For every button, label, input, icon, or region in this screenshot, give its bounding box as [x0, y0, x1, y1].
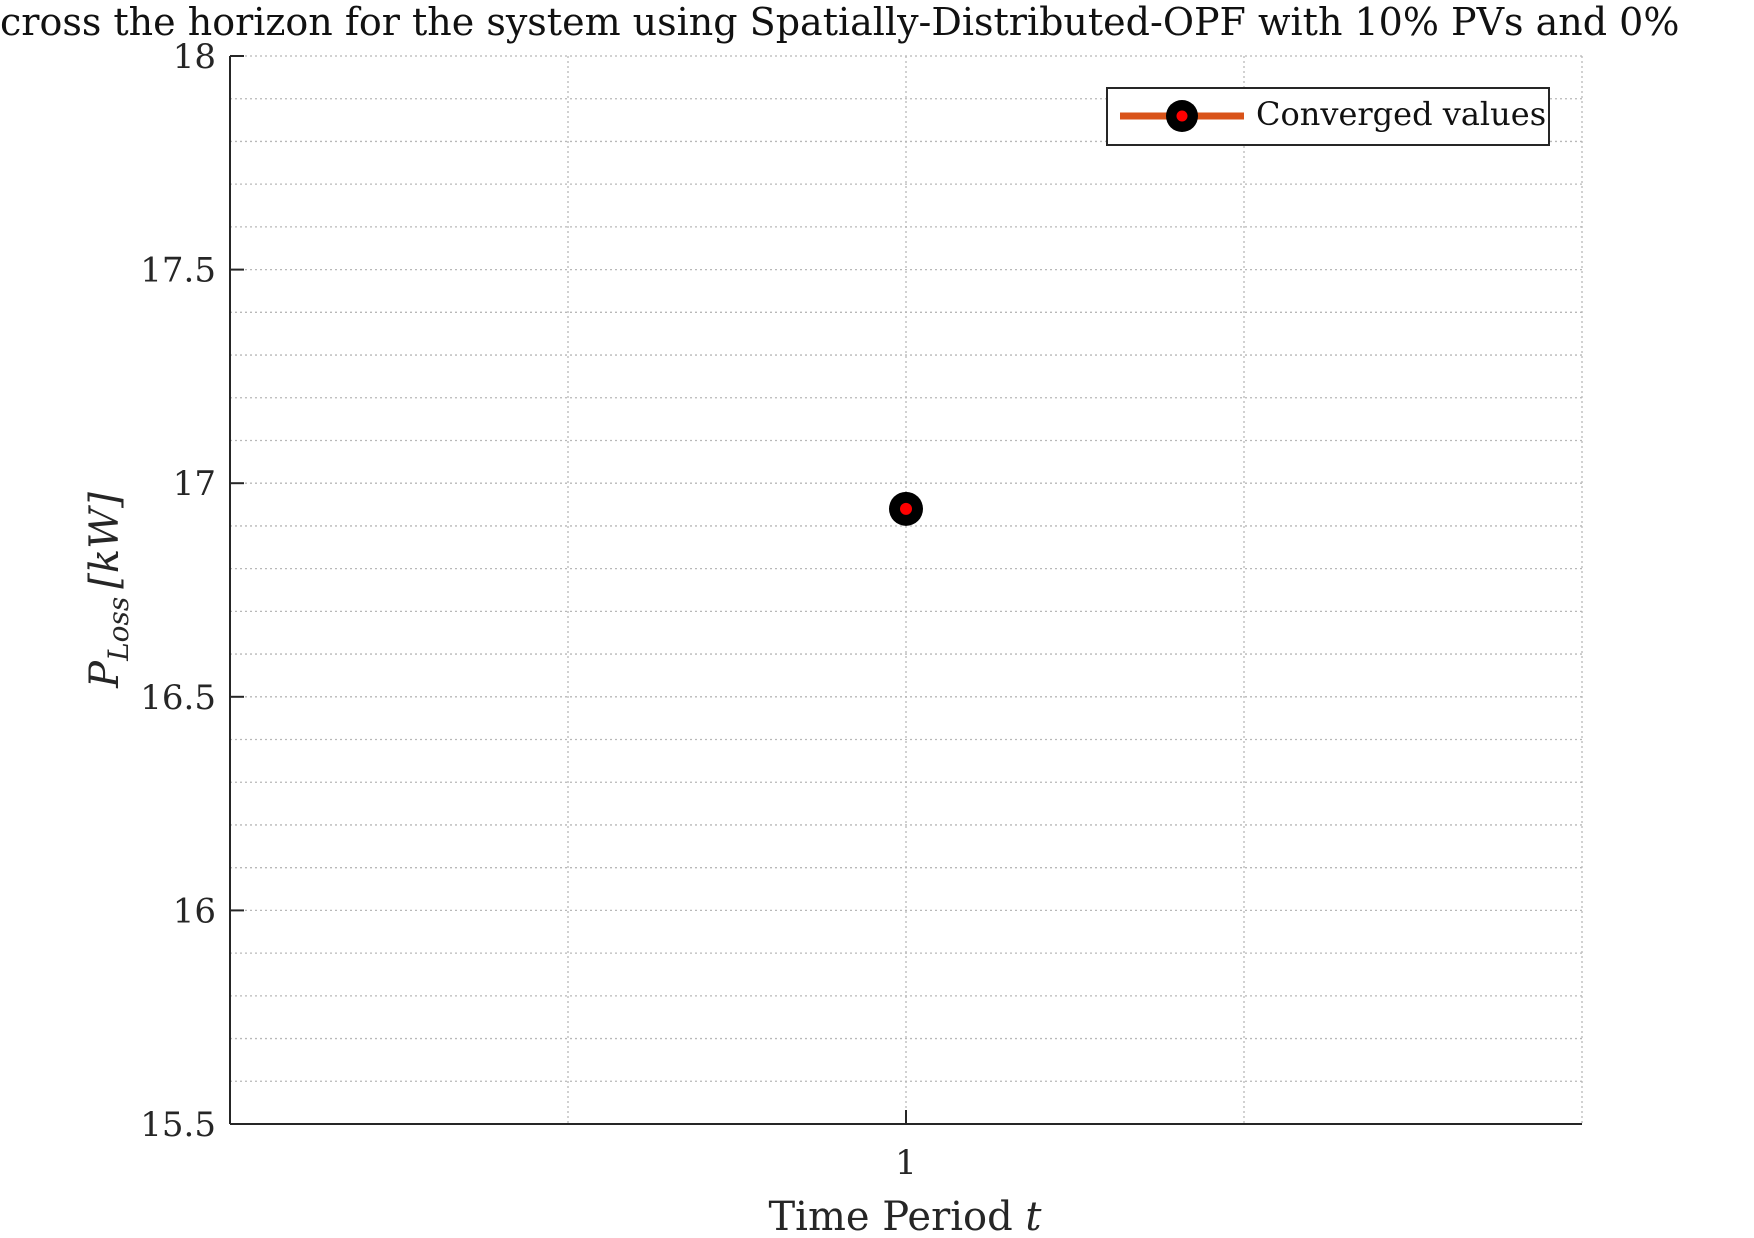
y-tick-label: 17	[173, 464, 216, 504]
y-axis-label-unit: [kW]	[82, 492, 128, 589]
y-ticks: 15.5 16 16.5 17 17.5 18	[140, 37, 244, 1145]
legend: Converged values	[1106, 87, 1550, 146]
series-layer	[889, 491, 923, 526]
x-axis-label-var: t	[1025, 1194, 1042, 1238]
y-axis-label: PLoss [kW]	[82, 492, 135, 689]
y-tick-label: 16.5	[140, 678, 216, 718]
y-tick-label: 18	[173, 37, 216, 77]
x-tick-label: 1	[895, 1143, 917, 1183]
legend-marker-inner	[1176, 110, 1188, 122]
chart-title: cross the horizon for the system using S…	[0, 0, 1679, 44]
y-tick-label: 17.5	[140, 251, 216, 291]
legend-label: Converged values	[1256, 95, 1546, 133]
x-axis-label-text: Time Period	[769, 1194, 1013, 1238]
x-axis-label: Time Period t	[769, 1194, 1043, 1238]
grid	[230, 55, 1583, 1124]
y-axis-label-main: P	[82, 660, 128, 689]
data-point-inner	[900, 502, 912, 515]
y-tick-label: 16	[173, 891, 216, 931]
x-ticks: 1	[895, 1110, 917, 1183]
y-axis-label-sub: Loss	[102, 597, 135, 662]
y-tick-label: 15.5	[140, 1105, 216, 1145]
